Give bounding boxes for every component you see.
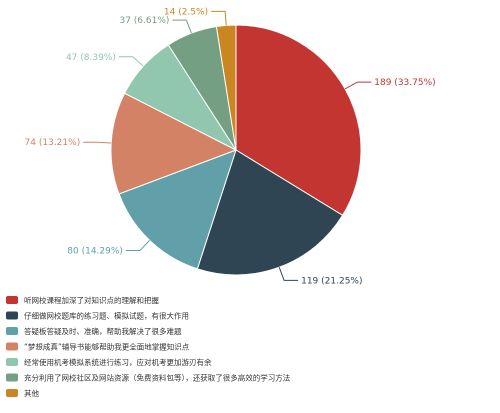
pie-data-label: 189 (33.75%) — [374, 78, 435, 88]
legend-label[interactable]: 充分利用了网校社区及网站资源（免费资料包等），还获取了很多高效的学习方法 — [24, 373, 291, 383]
pie-label-line — [211, 10, 227, 26]
legend-swatch[interactable] — [6, 342, 18, 351]
legend-label[interactable]: 答疑板答疑及时、准确，帮助我解决了很多难题 — [24, 326, 182, 336]
legend-label[interactable]: “梦想成真”辅导书能够帮助我更全面地掌握知识点 — [24, 342, 190, 352]
legend-swatch[interactable] — [6, 296, 18, 304]
pie-data-label: 37 (6.61%) — [119, 16, 169, 26]
legend-swatch[interactable] — [6, 327, 18, 335]
pie-data-label: 47 (8.39%) — [66, 53, 116, 63]
pie-label-line — [125, 240, 150, 251]
legend-label[interactable]: 仔细做网校题库的练习题、模拟试题，有很大作用 — [24, 311, 189, 321]
legend-swatch[interactable] — [6, 389, 18, 397]
pie-label-line — [172, 19, 192, 34]
pie-label-line — [118, 56, 144, 67]
pie-slice[interactable] — [215, 24, 237, 151]
pie-data-label: 119 (21.25%) — [301, 276, 362, 286]
legend-label[interactable]: 其他 — [24, 388, 39, 398]
pie-data-label: 80 (14.29%) — [67, 246, 123, 256]
pie-data-labels: 189 (33.75%) 119 (21.25%) 80 (14.29%) 74 (1… — [25, 7, 436, 286]
legend-swatch[interactable] — [6, 311, 18, 320]
pie-label-line — [278, 267, 299, 281]
legend-label[interactable]: 听网校课程加深了对知识点的理解和把握 — [24, 295, 159, 305]
legend-label[interactable]: 经常使用机考模拟系统进行练习，应对机考更加游刃有余 — [24, 357, 212, 367]
pie-data-label: 14 (2.5%) — [164, 7, 208, 17]
pie-slice[interactable] — [118, 149, 237, 270]
pie-slice[interactable] — [235, 24, 362, 216]
pie-slice[interactable] — [196, 149, 344, 276]
pie-label-line — [344, 81, 372, 90]
legend: 听网校课程加深了对知识点的理解和把握仔细做网校题库的练习题、模拟试题，有很大作用… — [6, 295, 291, 398]
legend-swatch[interactable] — [6, 373, 18, 382]
pie-slices — [110, 24, 362, 276]
pie-data-label: 74 (13.21%) — [25, 138, 81, 148]
legend-swatch[interactable] — [6, 358, 18, 366]
pie-slice[interactable] — [110, 92, 238, 195]
pie-label-line — [83, 141, 112, 144]
